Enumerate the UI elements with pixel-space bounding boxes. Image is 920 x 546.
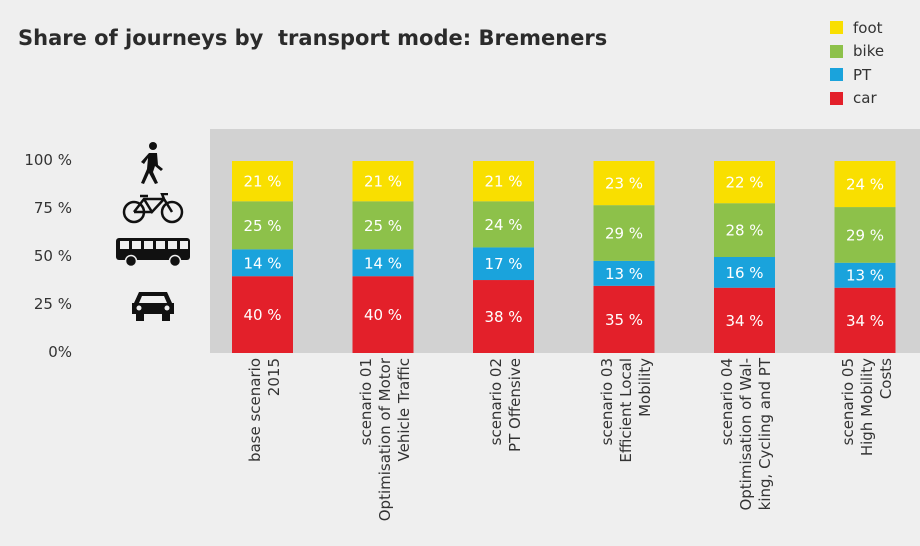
bar-segment-car [352, 276, 414, 353]
bar-segment-bike [232, 201, 293, 250]
car-icon [132, 292, 174, 321]
y-tick-label: 75 % [33, 199, 72, 217]
legend-item-bike: bike [830, 40, 884, 64]
data-label: 35 % [605, 311, 643, 329]
legend-item-pt: PT [830, 63, 884, 87]
x-tick-label: scenario 02 PT Offensive [486, 358, 524, 452]
data-label: 24 % [846, 176, 884, 194]
data-label: 25 % [243, 217, 281, 235]
x-tick-label: scenario 03 Efficient Local Mobility [597, 358, 654, 463]
bar-segment-pt [714, 257, 775, 288]
data-label: 13 % [846, 267, 884, 285]
bar-segment-bike [593, 205, 655, 261]
bar-segment-bike [834, 207, 896, 263]
legend-swatch [830, 21, 843, 35]
data-label: 28 % [725, 222, 763, 240]
legend-item-foot: foot [830, 16, 884, 40]
bus-icon [116, 238, 190, 268]
bar-segment-foot [593, 161, 655, 206]
data-label: 34 % [846, 312, 884, 330]
data-label: 40 % [243, 306, 281, 324]
data-label: 38 % [484, 308, 522, 326]
x-tick-label: scenario 01 Optimisation of Motor Vehicle … [356, 358, 413, 522]
pedestrian-icon [141, 142, 163, 184]
bar-segment-pt [352, 249, 414, 277]
x-tick-label: base scenario 2015 [245, 358, 283, 463]
legend-swatch [830, 91, 843, 105]
data-label: 14 % [243, 254, 281, 272]
data-label: 23 % [605, 175, 643, 193]
bar-segment-pt [834, 262, 896, 288]
data-label: 34 % [725, 312, 763, 330]
bicycle-icon [122, 193, 184, 224]
bar-segment-bike [473, 201, 534, 248]
data-label: 22 % [725, 174, 763, 192]
legend-label: PT [853, 65, 872, 84]
data-label: 29 % [605, 225, 643, 243]
data-label: 21 % [364, 173, 402, 191]
legend-label: car [853, 89, 877, 108]
bar-segment-car [473, 280, 534, 353]
bar-segment-car [593, 285, 655, 353]
x-tick-label: scenario 04 Optimisation of Wal-king, Cyc… [718, 358, 774, 511]
legend-swatch [830, 68, 843, 82]
bar-segment-pt [473, 247, 534, 281]
legend: foot bike PT car [830, 16, 884, 110]
bar-segment-foot [232, 161, 293, 202]
y-tick-label: 25 % [33, 295, 72, 313]
plot-background [210, 129, 920, 353]
y-tick-label: 100 % [24, 151, 72, 169]
bar-segment-foot [352, 161, 414, 202]
bar-segment-pt [232, 249, 293, 277]
data-label: 21 % [243, 173, 281, 191]
bar-segment-car [834, 287, 896, 353]
data-label: 14 % [364, 254, 402, 272]
y-tick-label: 0% [48, 343, 72, 361]
x-tick-label: scenario 05 High Mobility Costs [838, 358, 895, 457]
legend-label: bike [853, 42, 885, 61]
y-tick-label: 50 % [33, 247, 72, 265]
bar-segment-bike [352, 201, 414, 250]
legend-item-car: car [830, 87, 884, 111]
data-label: 21 % [484, 173, 522, 191]
data-label: 40 % [364, 306, 402, 324]
legend-label: foot [853, 18, 883, 37]
data-label: 13 % [605, 265, 643, 283]
bar-segment-foot [473, 161, 534, 202]
bar-segment-foot [834, 161, 896, 208]
legend-swatch [830, 44, 843, 58]
bar-segment-pt [593, 260, 655, 286]
bar-segment-foot [714, 161, 775, 204]
data-label: 17 % [484, 255, 522, 273]
data-label: 25 % [364, 217, 402, 235]
data-label: 16 % [725, 264, 763, 282]
data-label: 29 % [846, 226, 884, 244]
chart-title: Share of journeys by transport mode: Bre… [18, 26, 608, 50]
bar-segment-car [232, 276, 293, 353]
bar-segment-bike [714, 203, 775, 257]
data-label: 24 % [484, 216, 522, 234]
bar-segment-car [714, 287, 775, 353]
